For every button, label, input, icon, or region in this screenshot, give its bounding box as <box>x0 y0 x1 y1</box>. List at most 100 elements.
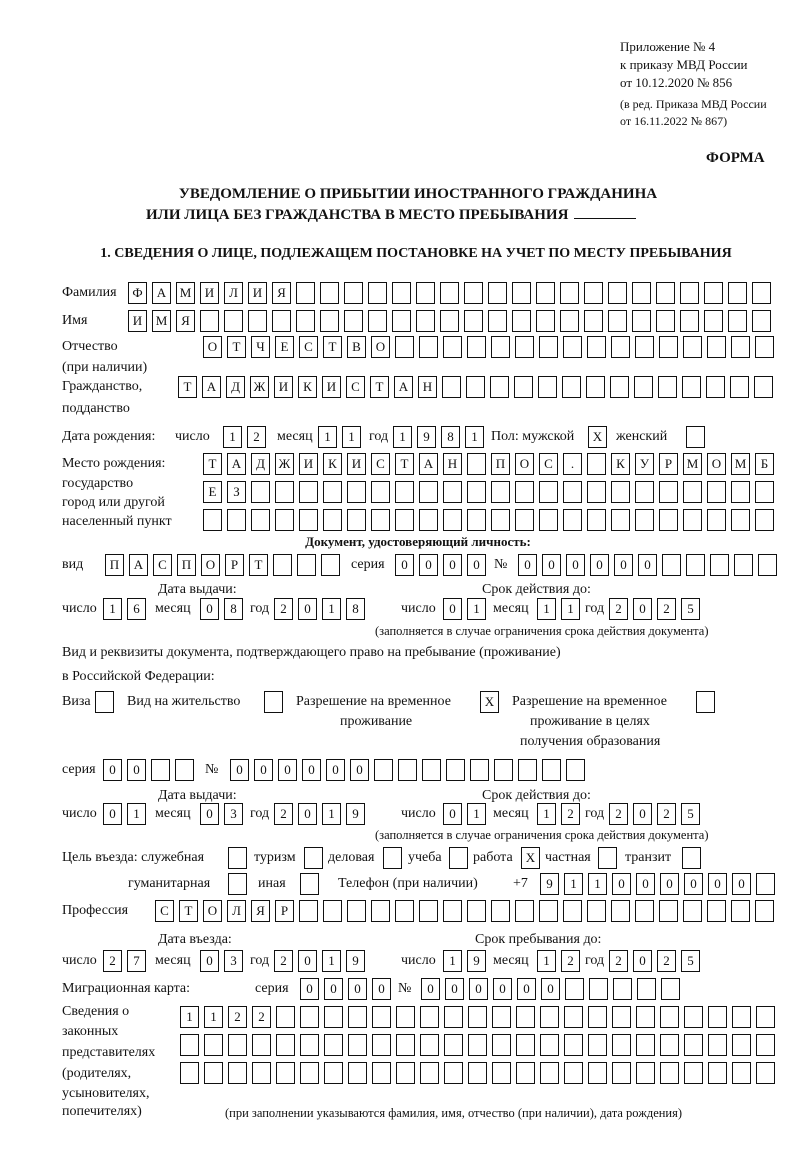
char-cell[interactable]: Ф <box>128 282 147 304</box>
char-cell[interactable]: 0 <box>443 598 462 620</box>
char-cell[interactable] <box>696 691 715 713</box>
char-cell[interactable] <box>683 900 702 922</box>
char-cell[interactable] <box>228 847 247 869</box>
char-cell[interactable]: Т <box>178 376 197 398</box>
char-cell[interactable] <box>588 1006 607 1028</box>
char-cell[interactable] <box>755 509 774 531</box>
char-cell[interactable]: С <box>371 453 390 475</box>
char-cell[interactable] <box>296 310 315 332</box>
char-cell[interactable] <box>732 1062 751 1084</box>
char-cell[interactable]: 1 <box>103 598 122 620</box>
char-cell[interactable]: А <box>394 376 413 398</box>
char-cell[interactable]: Б <box>755 453 774 475</box>
char-cell[interactable] <box>374 759 393 781</box>
char-cell[interactable] <box>756 1062 775 1084</box>
char-cell[interactable]: 9 <box>346 950 365 972</box>
char-cell[interactable] <box>608 310 627 332</box>
char-cell[interactable]: 0 <box>230 759 249 781</box>
char-cell[interactable]: А <box>227 453 246 475</box>
char-cell[interactable] <box>563 900 582 922</box>
char-cell[interactable] <box>395 481 414 503</box>
char-cell[interactable] <box>419 336 438 358</box>
char-cell[interactable]: М <box>176 282 195 304</box>
char-cell[interactable] <box>707 481 726 503</box>
char-cell[interactable]: 1 <box>204 1006 223 1028</box>
char-cell[interactable] <box>276 1034 295 1056</box>
char-cell[interactable] <box>444 1062 463 1084</box>
char-cell[interactable] <box>658 376 677 398</box>
char-cell[interactable] <box>416 310 435 332</box>
char-cell[interactable]: И <box>128 310 147 332</box>
char-cell[interactable]: 0 <box>326 759 345 781</box>
char-cell[interactable] <box>444 1006 463 1028</box>
char-cell[interactable] <box>634 376 653 398</box>
char-cell[interactable] <box>710 554 729 576</box>
char-cell[interactable] <box>348 1062 367 1084</box>
char-cell[interactable]: 1 <box>342 426 361 448</box>
char-cell[interactable] <box>584 310 603 332</box>
char-cell[interactable]: 1 <box>588 873 607 895</box>
char-cell[interactable] <box>95 691 114 713</box>
char-cell[interactable] <box>396 1034 415 1056</box>
char-cell[interactable] <box>396 1006 415 1028</box>
char-cell[interactable] <box>728 310 747 332</box>
char-cell[interactable] <box>612 1034 631 1056</box>
char-cell[interactable] <box>611 900 630 922</box>
char-cell[interactable] <box>324 1034 343 1056</box>
char-cell[interactable]: Я <box>272 282 291 304</box>
char-cell[interactable]: 2 <box>247 426 266 448</box>
char-cell[interactable]: 0 <box>278 759 297 781</box>
char-cell[interactable] <box>442 376 461 398</box>
char-cell[interactable] <box>276 1006 295 1028</box>
char-cell[interactable] <box>684 1034 703 1056</box>
char-cell[interactable] <box>324 1062 343 1084</box>
char-cell[interactable] <box>682 847 701 869</box>
char-cell[interactable] <box>560 282 579 304</box>
char-cell[interactable] <box>323 481 342 503</box>
char-cell[interactable]: 2 <box>561 803 580 825</box>
char-cell[interactable] <box>468 1034 487 1056</box>
char-cell[interactable]: 1 <box>537 598 556 620</box>
char-cell[interactable]: 1 <box>467 598 486 620</box>
char-cell[interactable]: Л <box>227 900 246 922</box>
char-cell[interactable] <box>392 282 411 304</box>
char-cell[interactable] <box>587 900 606 922</box>
char-cell[interactable] <box>344 310 363 332</box>
char-cell[interactable] <box>467 481 486 503</box>
char-cell[interactable] <box>587 453 606 475</box>
char-cell[interactable] <box>514 376 533 398</box>
char-cell[interactable]: З <box>227 481 246 503</box>
char-cell[interactable]: М <box>731 453 750 475</box>
char-cell[interactable] <box>347 900 366 922</box>
char-cell[interactable]: 2 <box>657 803 676 825</box>
purpose-humanitarian-checkbox[interactable] <box>228 873 252 895</box>
char-cell[interactable] <box>542 759 561 781</box>
char-cell[interactable]: 0 <box>518 554 537 576</box>
char-cell[interactable] <box>539 900 558 922</box>
char-cell[interactable] <box>371 900 390 922</box>
char-cell[interactable]: И <box>274 376 293 398</box>
char-cell[interactable] <box>228 873 247 895</box>
char-cell[interactable] <box>299 481 318 503</box>
char-cell[interactable] <box>419 509 438 531</box>
char-cell[interactable]: 2 <box>561 950 580 972</box>
char-cell[interactable] <box>276 1062 295 1084</box>
char-cell[interactable]: 1 <box>318 426 337 448</box>
char-cell[interactable]: Н <box>443 453 462 475</box>
char-cell[interactable] <box>371 509 390 531</box>
char-cell[interactable] <box>252 1034 271 1056</box>
char-cell[interactable]: 0 <box>443 803 462 825</box>
char-cell[interactable] <box>180 1062 199 1084</box>
char-cell[interactable]: Т <box>249 554 268 576</box>
